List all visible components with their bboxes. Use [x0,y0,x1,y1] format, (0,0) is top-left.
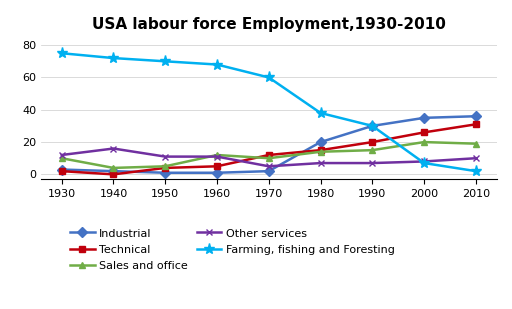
Sales and office [214,153,220,157]
Industrial [317,140,324,144]
Sales and office [473,142,479,146]
Technical [421,130,427,134]
Industrial [369,124,375,128]
Industrial [473,114,479,118]
Line: Technical: Technical [58,121,479,178]
Farming, fishing and Foresting [58,51,65,55]
Technical [317,148,324,152]
Farming, fishing and Foresting [369,124,375,128]
Technical [369,140,375,144]
Technical [111,172,117,176]
Line: Other services: Other services [58,145,479,170]
Other services [369,161,375,165]
Other services [266,164,272,168]
Industrial [421,116,427,120]
Other services [317,161,324,165]
Other services [214,155,220,159]
Line: Industrial: Industrial [58,113,479,176]
Other services [58,153,65,157]
Technical [162,166,168,170]
Sales and office [58,156,65,160]
Sales and office [317,150,324,154]
Technical [214,164,220,168]
Title: USA labour force Employment,1930-2010: USA labour force Employment,1930-2010 [92,17,446,32]
Other services [162,155,168,159]
Technical [58,169,65,173]
Farming, fishing and Foresting [162,59,168,63]
Industrial [58,168,65,171]
Industrial [162,171,168,175]
Sales and office [162,164,168,168]
Farming, fishing and Foresting [214,63,220,66]
Farming, fishing and Foresting [266,76,272,79]
Industrial [214,171,220,175]
Industrial [111,169,117,173]
Farming, fishing and Foresting [473,169,479,173]
Industrial [266,169,272,173]
Technical [266,153,272,157]
Farming, fishing and Foresting [317,111,324,115]
Line: Farming, fishing and Foresting: Farming, fishing and Foresting [56,48,481,177]
Sales and office [369,148,375,152]
Technical [473,122,479,126]
Other services [473,156,479,160]
Line: Sales and office: Sales and office [58,139,479,171]
Farming, fishing and Foresting [111,56,117,60]
Other services [111,147,117,150]
Sales and office [266,156,272,160]
Sales and office [421,140,427,144]
Legend: Industrial, Technical, Sales and office, Other services, Farming, fishing and Fo: Industrial, Technical, Sales and office,… [67,225,398,275]
Other services [421,159,427,163]
Farming, fishing and Foresting [421,161,427,165]
Sales and office [111,166,117,170]
